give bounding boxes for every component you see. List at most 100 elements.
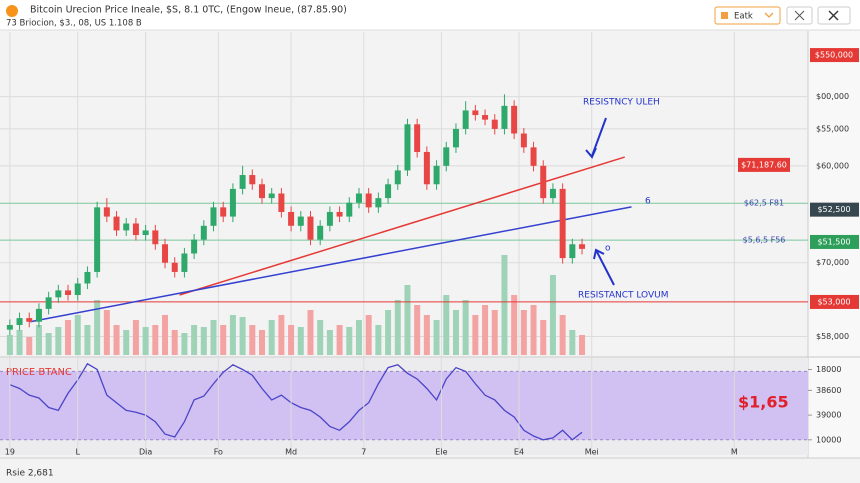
volume-bar: [210, 320, 217, 355]
candle-body: [501, 105, 508, 129]
candle-body: [45, 297, 52, 309]
candle-body: [346, 202, 353, 217]
candle-body: [35, 308, 42, 322]
price-tag: [738, 157, 790, 172]
volume-bar: [336, 325, 343, 355]
header-subtitle: 73 Briocion, $3., 08, US 1.108 B: [6, 19, 142, 29]
volume-bar: [84, 325, 91, 355]
volume-bar: [74, 315, 81, 355]
candle-body: [249, 175, 256, 185]
volume-bar: [249, 325, 256, 355]
price-marker-label: $53,000: [817, 297, 850, 306]
volume-bar: [452, 310, 459, 355]
close-button[interactable]: [817, 6, 851, 25]
price-marker: [810, 202, 859, 217]
volume-bar: [239, 317, 246, 355]
trend-line: [179, 156, 625, 296]
y-tick-label: $58,000: [816, 332, 849, 341]
volume-bar: [162, 315, 169, 355]
bitcoin-icon: [6, 5, 18, 17]
restore-button[interactable]: [786, 6, 813, 25]
candle-body: [423, 151, 430, 185]
annotation: o: [605, 244, 611, 254]
candle-body: [540, 165, 547, 199]
annotation-arrow: [595, 249, 615, 286]
button-icon: [721, 12, 728, 19]
volume-bar: [35, 325, 42, 355]
volume-bar: [549, 275, 556, 355]
volume-bar: [375, 325, 382, 355]
y-tick-label: $60,000: [816, 161, 849, 170]
candle-body: [307, 216, 314, 240]
volume-bar: [200, 327, 207, 355]
toolbar-button[interactable]: Eatk: [714, 6, 781, 25]
candle-body: [16, 318, 23, 326]
x-tick-label: Ele: [435, 448, 447, 457]
candle-body: [579, 244, 586, 249]
candle-body: [385, 184, 392, 199]
price-marker-label: $52,500: [817, 205, 850, 214]
candle-body: [142, 230, 149, 236]
volume-bar: [278, 315, 285, 355]
volume-bar: [423, 315, 430, 355]
candle-body: [520, 133, 527, 148]
price-marker: [810, 294, 859, 309]
volume-bar: [103, 310, 110, 355]
price-marker-label: $51,500: [817, 237, 850, 246]
candle-body: [239, 175, 246, 189]
x-tick-label: Fo: [214, 448, 223, 457]
button-icon: [828, 10, 839, 21]
volume-bar: [268, 320, 275, 355]
volume-bar: [520, 310, 527, 355]
x-tick-label: M: [731, 448, 738, 457]
volume-bar: [579, 335, 586, 355]
candle-body: [375, 198, 382, 208]
panel-value: $1,65: [738, 393, 789, 412]
button-label[interactable]: Eatk: [734, 12, 753, 22]
x-tick-label: Dia: [139, 448, 152, 457]
x-tick-label: 19: [5, 448, 15, 457]
annotation: RESISTNCY ULEH: [583, 98, 660, 108]
volume-bar: [113, 325, 120, 355]
y-tick-label: 18000: [816, 365, 841, 374]
candle-body: [549, 188, 556, 199]
candle-body: [355, 193, 362, 203]
volume-bar: [55, 327, 62, 355]
candle-body: [103, 207, 110, 217]
candle-body: [394, 170, 401, 185]
candle-body: [6, 325, 13, 330]
candle-body: [220, 207, 227, 217]
volume-bar: [181, 333, 188, 355]
candle-body: [365, 193, 372, 208]
candle-body: [113, 216, 120, 231]
candle-body: [191, 239, 198, 254]
volume-bar: [472, 315, 479, 355]
candle-body: [530, 147, 537, 166]
price-tag-label: $5,6,5 F56: [743, 236, 786, 245]
annotation: 6: [645, 197, 651, 207]
volume-bar: [501, 255, 508, 355]
candle-body: [414, 124, 421, 152]
volume-bar: [355, 320, 362, 355]
candle-body: [297, 216, 304, 226]
candle-body: [132, 223, 139, 236]
volume-bar: [491, 310, 498, 355]
volume-bar: [16, 330, 23, 355]
arrow-head: [593, 248, 605, 260]
price-marker-label: $550,000: [815, 51, 853, 60]
y-tick-label: 10000: [816, 435, 841, 444]
trend-line: [30, 206, 632, 323]
candle-body: [210, 207, 217, 226]
button-frame[interactable]: [714, 6, 781, 25]
price-marker: [810, 48, 859, 63]
price-marker: [810, 234, 859, 249]
candle-body: [55, 290, 62, 298]
volume-bar: [530, 305, 537, 355]
volume-bar: [414, 305, 421, 355]
volume-bar: [132, 320, 139, 355]
candle-body: [229, 188, 236, 217]
volume-bar: [404, 285, 411, 355]
volume-bar: [45, 333, 52, 355]
candle-body: [152, 230, 159, 245]
